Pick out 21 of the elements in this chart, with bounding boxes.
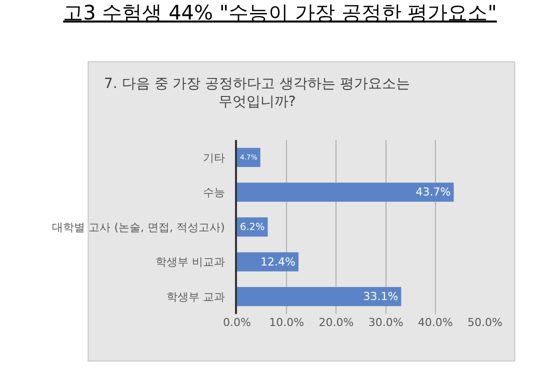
data-label: 43.7% [416,186,451,199]
x-tick-label: 50.0% [468,316,502,329]
bar [237,287,402,306]
chart-subtitle: 7. 다음 중 가장 공정하다고 생각하는 평가요소는 무엇입니까? [104,76,410,110]
x-tick-label: 40.0% [418,316,453,329]
y-tick-label: 학생부 비교과 [155,256,225,269]
bar [237,252,298,272]
x-tick-label: 0.0% [223,316,251,329]
y-tick-label: 학생부 교과 [166,290,225,304]
bar [237,182,454,202]
x-tick-label: 10.0% [269,316,304,329]
chart-title: 고3 수험생 44% "수능이 가장 공정한 평가요소" [63,0,497,25]
x-tick-label: 30.0% [368,316,404,329]
x-tick-label: 20.0% [318,316,354,329]
y-tick-label: 수능 [202,186,225,200]
data-label: 6.2% [240,222,265,234]
data-label: 12.4% [260,255,296,268]
data-label: 33.1% [363,290,398,304]
y-tick-label: 기타 [202,151,225,164]
y-tick-label: 대학별 고사 (논술, 면접, 적성고사) [52,220,225,234]
bar [237,148,260,167]
